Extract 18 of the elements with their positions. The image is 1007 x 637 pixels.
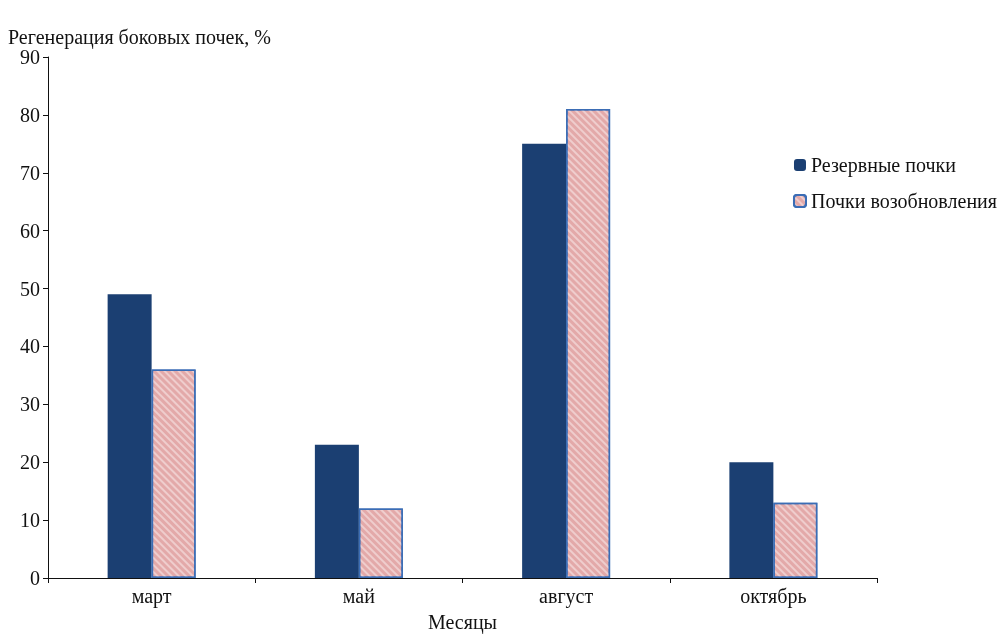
y-tick-label: 30 xyxy=(20,393,40,416)
x-tick-label: май xyxy=(342,585,376,607)
y-tick-label: 40 xyxy=(20,335,40,358)
x-axis-title: Месяцы xyxy=(427,611,498,634)
y-axis-title: Регенерация боковых почек, % xyxy=(8,26,271,49)
y-tick-label: 20 xyxy=(20,451,40,474)
y-tick-label: 80 xyxy=(20,103,40,126)
y-tick-label: 0 xyxy=(30,567,40,589)
y-tick-label: 70 xyxy=(20,161,40,184)
y-tick-label: 60 xyxy=(20,219,40,242)
x-tick-label: март xyxy=(131,585,172,608)
y-tick-label: 50 xyxy=(20,277,40,300)
y-tick-label: 10 xyxy=(20,509,40,532)
x-tick-label: август xyxy=(539,585,594,608)
y-tick-label: 90 xyxy=(20,46,40,68)
legend-label: Почки возобновления xyxy=(810,190,997,212)
x-tick-label: октябрь xyxy=(740,585,807,608)
legend-label: Резервные почки xyxy=(810,154,957,177)
